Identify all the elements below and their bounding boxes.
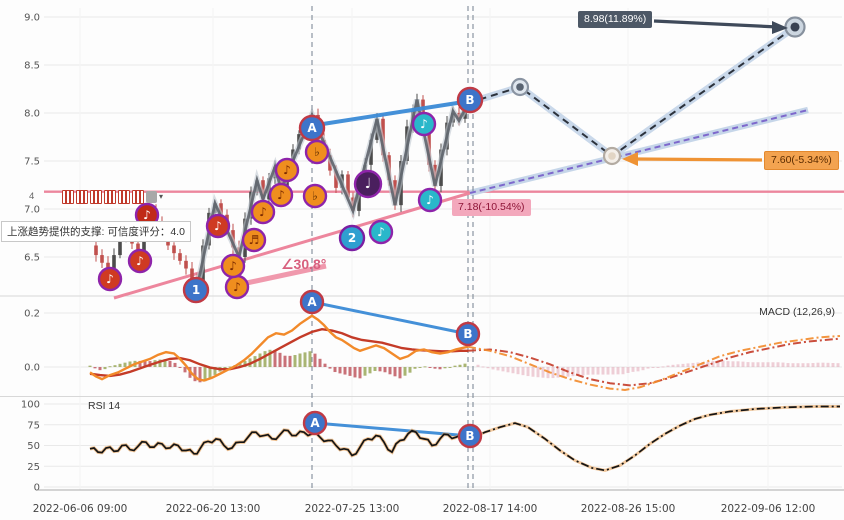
svg-text:2: 2 (348, 231, 356, 245)
pattern-icon[interactable] (90, 190, 102, 204)
svg-text:75: 75 (27, 420, 40, 431)
svg-text:♪: ♪ (377, 225, 385, 239)
svg-text:9.0: 9.0 (24, 13, 40, 24)
svg-text:2022-07-25 13:00: 2022-07-25 13:00 (305, 503, 400, 515)
svg-text:2022-06-06 09:00: 2022-06-06 09:00 (33, 503, 128, 515)
ab-trendline (311, 300, 469, 336)
svg-text:2022-09-06 12:00: 2022-09-06 12:00 (721, 503, 816, 515)
svg-text:♪: ♪ (106, 272, 114, 286)
forecast-path (467, 26, 796, 158)
svg-text:0: 0 (34, 483, 40, 494)
svg-text:♪: ♪ (214, 219, 222, 233)
svg-text:2022-08-26 15:00: 2022-08-26 15:00 (581, 503, 676, 515)
support-tooltip: 上涨趋势提供的支撑: 可信度评分：4.0 (1, 221, 191, 242)
svg-text:2022-08-17 14:00: 2022-08-17 14:00 (443, 503, 538, 515)
trend-angle-label: ∠30.8° (281, 256, 327, 272)
svg-text:100: 100 (21, 400, 40, 411)
marker-note-16[interactable]: ♪ (417, 187, 443, 213)
marker-note-2[interactable]: ♪ (127, 248, 153, 274)
svg-text:♪: ♪ (233, 280, 241, 294)
svg-text:♪: ♪ (229, 259, 237, 273)
svg-text:♪: ♪ (426, 193, 434, 207)
svg-text:♬: ♬ (249, 233, 260, 247)
target-arrow (653, 19, 779, 29)
svg-text:1: 1 (192, 283, 200, 297)
support-trendline (113, 191, 471, 300)
svg-text:B: B (463, 327, 472, 341)
pattern-icon[interactable] (62, 190, 74, 204)
indicator-icon[interactable] (146, 191, 157, 203)
svg-text:♪: ♪ (136, 254, 144, 268)
pattern-icon[interactable] (76, 190, 88, 204)
svg-text:8.5: 8.5 (24, 61, 40, 72)
svg-text:A: A (307, 295, 317, 309)
marker-note-5[interactable]: ♪ (224, 274, 250, 300)
svg-text:2022-06-20 13:00: 2022-06-20 13:00 (166, 503, 261, 515)
svg-text:8.0: 8.0 (24, 109, 40, 120)
caret-icon[interactable]: ▾ (159, 192, 164, 201)
svg-text:25: 25 (27, 462, 40, 473)
marker-note-11[interactable]: ♭ (304, 139, 330, 165)
marker-pivot-B[interactable]: B (456, 86, 484, 114)
marker-note-8[interactable]: ♪ (250, 199, 276, 225)
pattern-count-badge: 4 (29, 191, 35, 202)
pullback-arrow (635, 157, 763, 162)
support-price-label: 7.18(-10.54%) (452, 199, 531, 216)
svg-text:0.0: 0.0 (24, 363, 40, 374)
svg-text:♪: ♪ (143, 208, 151, 222)
svg-text:♭: ♭ (314, 145, 320, 159)
marker-pivot-A[interactable]: A (298, 114, 326, 142)
svg-text:♪: ♪ (259, 205, 267, 219)
svg-text:♪: ♪ (277, 188, 285, 202)
ab-trendline (309, 99, 471, 128)
marker-macd-B[interactable]: B (455, 321, 481, 347)
marker-note-14[interactable]: ♪ (368, 219, 394, 245)
rsi-panel-title: RSI 14 (88, 400, 121, 412)
svg-text:7.5: 7.5 (24, 157, 40, 168)
svg-text:♩: ♩ (365, 176, 372, 192)
svg-text:B: B (465, 93, 474, 107)
svg-text:50: 50 (27, 441, 40, 452)
target-price-label: 8.98(11.89%) (578, 11, 653, 28)
marker-rsi-B[interactable]: B (457, 423, 483, 449)
svg-text:♪: ♪ (420, 117, 428, 131)
svg-text:6.5: 6.5 (24, 253, 40, 264)
marker-note-7[interactable]: ♬ (241, 227, 267, 253)
marker-note-1[interactable]: ♪ (97, 266, 123, 292)
svg-text:♭: ♭ (312, 189, 318, 203)
marker-note-4[interactable]: ♪ (205, 213, 231, 239)
pattern-icon-row[interactable]: ▾ (62, 190, 163, 204)
marker-macd-A[interactable]: A (299, 289, 325, 315)
marker-note-15[interactable]: ♪ (411, 111, 437, 137)
pattern-icon[interactable] (104, 190, 116, 204)
pattern-icon[interactable] (132, 190, 144, 204)
svg-text:B: B (465, 429, 474, 443)
svg-text:♪: ♪ (283, 163, 291, 177)
marker-note-10[interactable]: ♪ (274, 157, 300, 183)
marker-note-12[interactable]: ♭ (302, 183, 328, 209)
marker-note-9[interactable]: ♪ (268, 182, 294, 208)
svg-text:A: A (310, 416, 320, 430)
marker-pivot-1[interactable]: 1 (182, 276, 210, 304)
pullback-price-label: 7.60(-5.34%) (764, 151, 839, 170)
marker-note-13[interactable]: ♩ (353, 169, 383, 199)
marker-rsi-A[interactable]: A (302, 410, 328, 436)
marker-pivot-2[interactable]: 2 (338, 224, 366, 252)
marker-note-6[interactable]: ♪ (220, 253, 246, 279)
svg-text:0.2: 0.2 (24, 309, 40, 320)
svg-text:7.0: 7.0 (24, 205, 40, 216)
svg-text:A: A (307, 121, 317, 135)
macd-panel-title: MACD (12,26,9) (759, 306, 835, 318)
pattern-icon[interactable] (118, 190, 130, 204)
